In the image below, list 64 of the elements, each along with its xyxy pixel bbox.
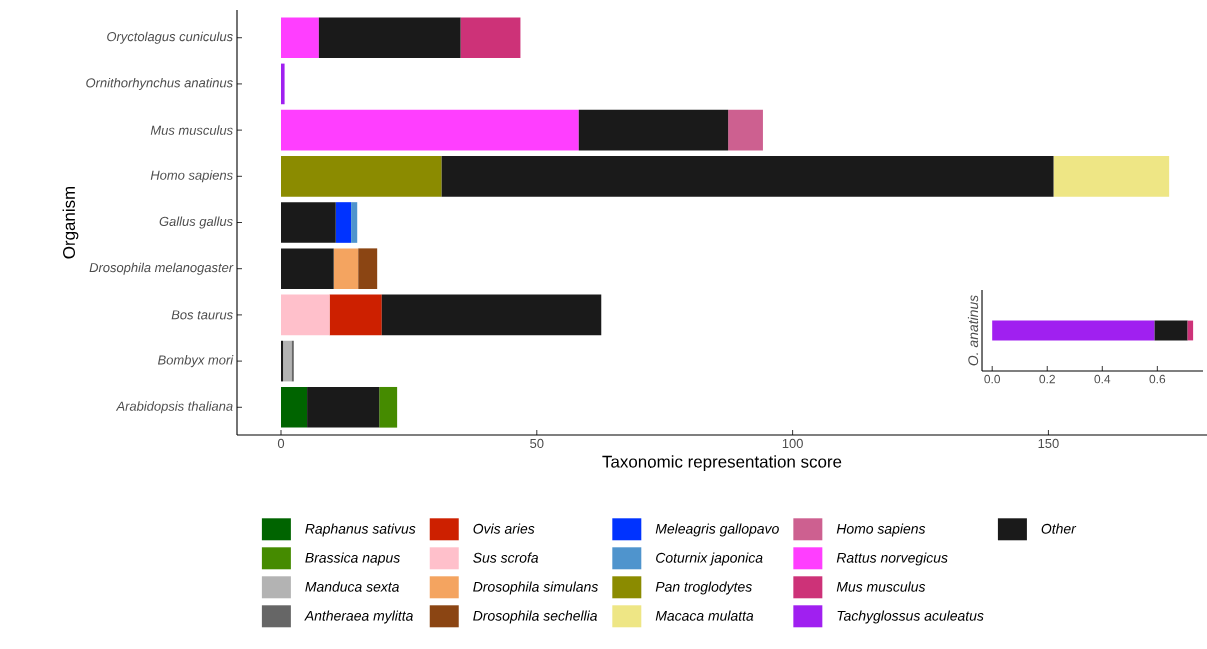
bar	[283, 340, 292, 382]
legend-label: Ovis aries	[473, 523, 535, 534]
y-tick-label: Mus musculus	[150, 125, 233, 135]
bar	[1154, 320, 1188, 341]
legend-label: Coturnix japonica	[656, 552, 763, 566]
bar	[281, 109, 579, 151]
x-tick-label: 0.0	[984, 374, 1001, 384]
x-tick-label: 100	[782, 438, 803, 449]
legend-label: Rattus norvegicus	[836, 552, 948, 566]
legend-label: Sus scrofa	[473, 552, 539, 563]
bar	[333, 248, 359, 290]
bar	[381, 294, 602, 336]
legend-label: Other	[1041, 523, 1077, 534]
bar	[992, 320, 1155, 341]
legend-label: Homo sapiens	[836, 523, 926, 537]
legend-label: Macaca mulatta	[655, 610, 754, 621]
y-tick-label: Drosophila melanogaster	[89, 262, 234, 275]
legend-label: Manduca sexta	[305, 581, 399, 592]
bar	[281, 248, 334, 290]
y-axis-title: O. anatinus	[967, 295, 979, 366]
y-tick-label: Arabidopsis thaliana	[115, 401, 233, 414]
bar	[441, 155, 1054, 197]
bar	[351, 202, 358, 243]
bar	[335, 202, 352, 243]
legend-label: Mus musculus	[836, 581, 926, 592]
bar	[728, 109, 763, 151]
bar	[281, 294, 330, 336]
y-tick-label: Bombyx mori	[157, 355, 234, 368]
bar	[291, 340, 294, 382]
legend-label: Meleagris gallopavo	[655, 523, 779, 537]
bar	[578, 109, 729, 151]
bar	[358, 248, 378, 290]
x-tick-label: 0	[277, 438, 285, 449]
legend-label: Raphanus sativus	[305, 523, 416, 537]
legend-label: Drosophila sechellia	[473, 610, 598, 624]
x-axis-title: Taxonomic representation score	[602, 455, 842, 472]
x-tick-label: 150	[1038, 438, 1059, 449]
bar	[307, 386, 380, 428]
bar	[281, 340, 284, 382]
y-tick-label: Gallus gallus	[159, 216, 233, 229]
bar	[281, 155, 442, 197]
y-tick-label: Ornithorhynchus anatinus	[86, 77, 233, 90]
bar	[379, 386, 398, 428]
bar	[281, 63, 285, 105]
bar	[318, 17, 461, 59]
bar	[281, 202, 336, 243]
x-tick-label: 50	[530, 438, 544, 449]
legend-label: Antheraea mylitta	[304, 610, 413, 624]
y-tick-label: Oryctolagus cuniculus	[107, 31, 233, 44]
legend-label: Tachyglossus aculeatus	[837, 610, 984, 624]
bar	[281, 386, 308, 428]
y-tick-label: Bos taurus	[171, 310, 233, 320]
bar	[281, 17, 319, 59]
x-tick-label: 0.4	[1094, 374, 1111, 384]
legend-label: Pan troglodytes	[655, 581, 752, 595]
bar	[1053, 155, 1170, 197]
legend-label: Brassica napus	[305, 552, 400, 566]
bar	[329, 294, 382, 336]
y-axis-title: Organism	[62, 186, 79, 259]
y-tick-label: Homo sapiens	[150, 170, 233, 183]
legend-label: Drosophila simulans	[473, 581, 598, 595]
bar	[460, 17, 521, 59]
x-tick-label: 0.2	[1039, 374, 1055, 384]
x-tick-label: 0.6	[1149, 374, 1166, 384]
